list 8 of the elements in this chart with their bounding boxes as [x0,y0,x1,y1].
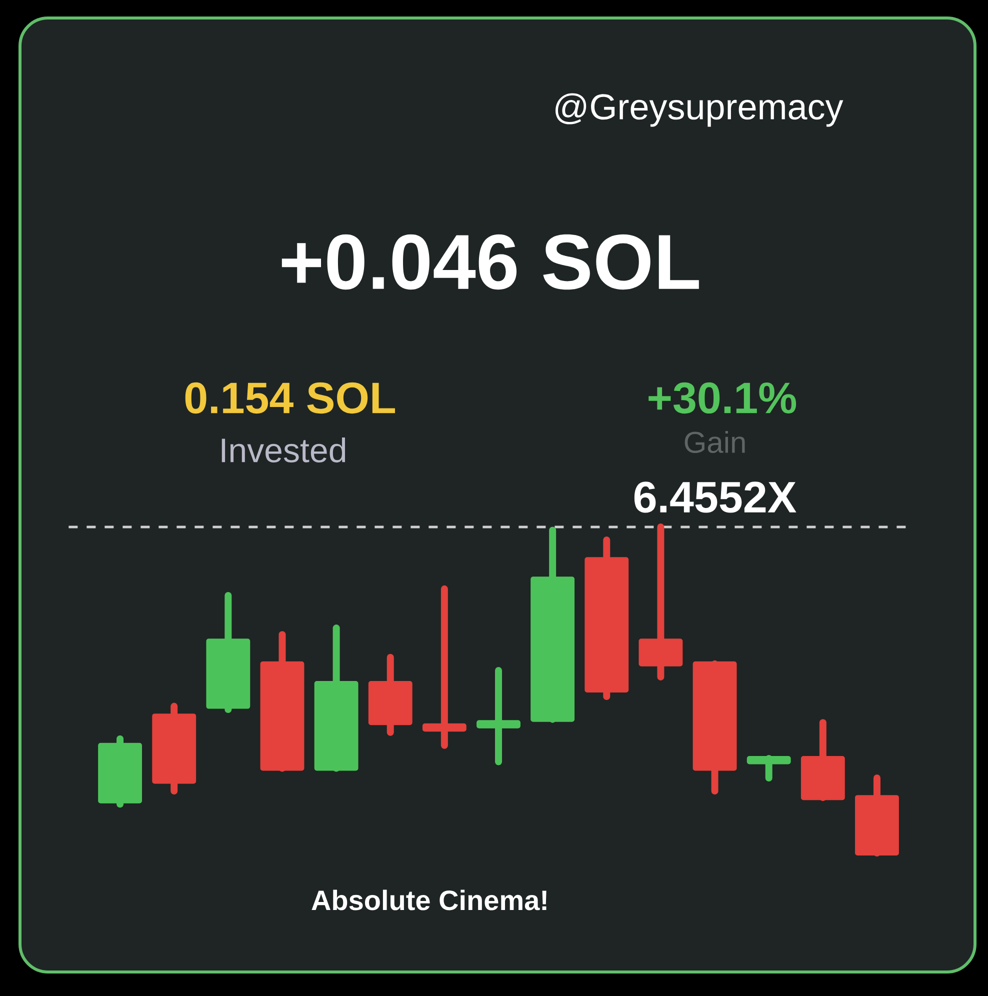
text: Gain [684,430,745,454]
text: @Greysupremacy [556,93,844,127]
text: Absolute Cinema! [312,890,546,910]
text: Invested [222,438,346,462]
chart-title: +0.046 SOL [282,234,699,290]
ref-line-label: 6.4552X [634,482,796,513]
text: 0.154 SOL [185,382,395,414]
text: +30.1% [648,382,796,414]
